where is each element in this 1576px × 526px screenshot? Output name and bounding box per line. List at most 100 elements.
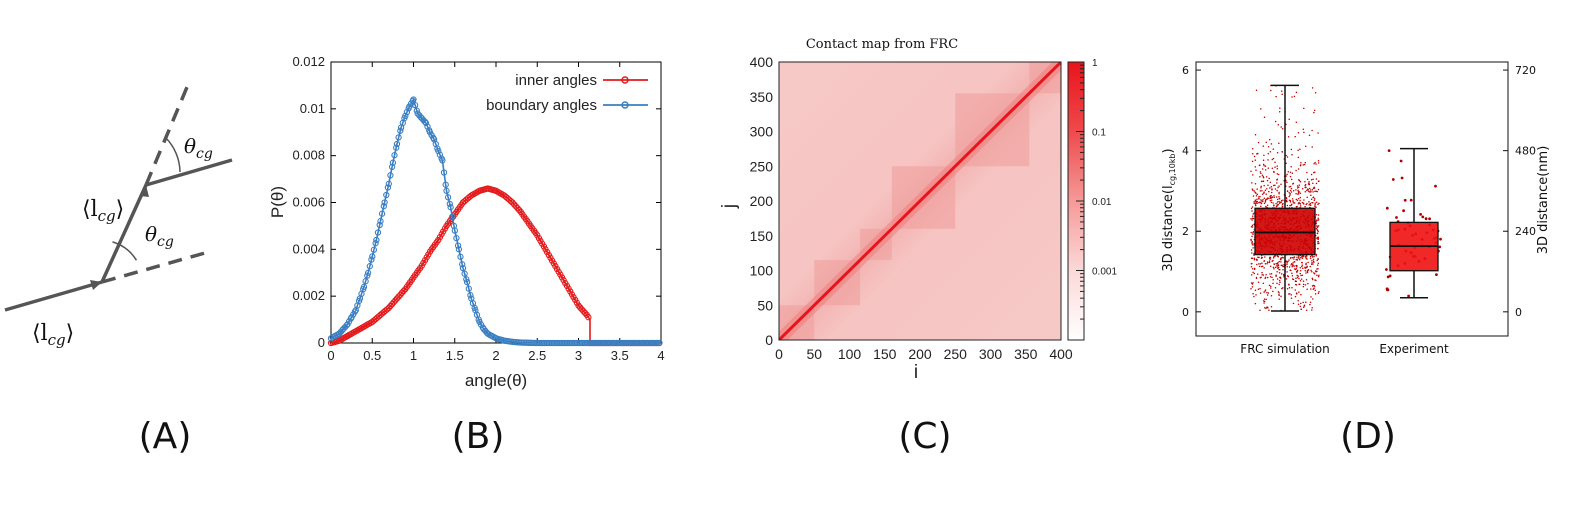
data-point [1294,289,1297,291]
data-point [1297,189,1299,192]
data-point [1314,198,1316,200]
series-point [372,240,379,247]
data-point [1276,264,1278,266]
data-point [1289,175,1292,178]
data-point [1261,271,1263,274]
data-point [1309,255,1312,258]
data-point [1272,290,1274,293]
series-point [443,187,450,194]
data-point [1278,197,1281,200]
data-point [1315,219,1318,222]
data-point [1296,264,1298,267]
series-point [389,159,397,166]
x-tick-label: 100 [838,346,862,362]
data-point [1280,201,1282,204]
data-point [1304,255,1307,258]
data-point [1299,202,1301,204]
series-point [373,236,380,244]
data-point [1301,257,1304,260]
data-point [1251,240,1253,243]
data-point [1267,159,1269,161]
data-point [1262,282,1265,284]
data-point [1299,164,1302,167]
data-point [1275,196,1278,198]
series-point [410,96,417,103]
data-point [1251,182,1253,184]
dashed-extension-bottom [101,249,213,284]
data-point [1252,189,1254,192]
legend-marker-inner [621,76,629,84]
data-point [1318,180,1320,182]
data-point [1270,295,1273,297]
data-point [1264,289,1267,291]
data-point [1297,275,1300,277]
data-point [1314,161,1316,164]
length-open: ⟨l [82,197,98,222]
data-point [1311,307,1313,309]
data-point [1277,267,1279,270]
data-point [1317,188,1320,191]
data-point [1271,188,1273,190]
data-point [1251,286,1254,288]
y-tick-label: 0 [1182,306,1189,319]
data-point [1250,239,1252,241]
data-point [1259,292,1262,294]
data-point [1286,190,1289,192]
data-point [1293,268,1296,270]
data-point [1314,202,1316,204]
angle-arc-upper [165,137,181,173]
data-point [1273,263,1276,266]
data-point [1297,203,1300,205]
data-point [1273,204,1275,207]
data-point [1305,256,1307,259]
data-point [1304,284,1307,286]
data-point [1317,132,1319,134]
data-point [1312,187,1315,190]
theta-symbol: θ [184,134,196,158]
x-tick-label: 2 [492,348,499,363]
series-point [387,302,394,310]
data-point [1264,169,1267,171]
data-point [1251,215,1254,217]
data-point [1299,272,1301,275]
data-point [1270,89,1272,92]
data-point [1293,95,1296,98]
data-point [1402,209,1405,213]
colorbar-tick-label: 0.01 [1092,197,1112,208]
data-point [1286,263,1288,266]
series-point [463,276,470,283]
data-point [1251,252,1253,254]
data-point [1309,189,1312,191]
series-layer [327,96,663,347]
data-point [1252,282,1254,284]
data-point [1256,273,1259,275]
data-point [1303,163,1306,166]
data-point [1279,281,1281,284]
data-point [1305,278,1308,281]
data-point [1294,280,1297,282]
data-point [1395,216,1398,219]
data-point [1290,262,1293,265]
length-label-middle: ⟨lcg⟩ [82,197,124,225]
data-point [1281,256,1284,259]
data-point [1312,298,1314,300]
data-point [1290,204,1292,207]
data-point [1306,171,1308,174]
data-point [1288,186,1291,188]
data-point [1258,263,1260,265]
data-point [1270,201,1273,204]
data-point [1252,293,1254,295]
data-point [1297,197,1300,200]
data-point [1307,261,1309,264]
y-right-tick-label: 0 [1515,306,1522,319]
y-tick-label: 200 [750,193,774,209]
data-point [1305,309,1308,312]
data-point [1315,178,1318,180]
data-point [1291,257,1294,259]
data-point [1282,269,1284,271]
data-point [1252,247,1254,249]
data-point [1310,288,1312,290]
series-point [397,127,404,134]
data-point [1289,185,1292,188]
series-point [387,172,394,179]
